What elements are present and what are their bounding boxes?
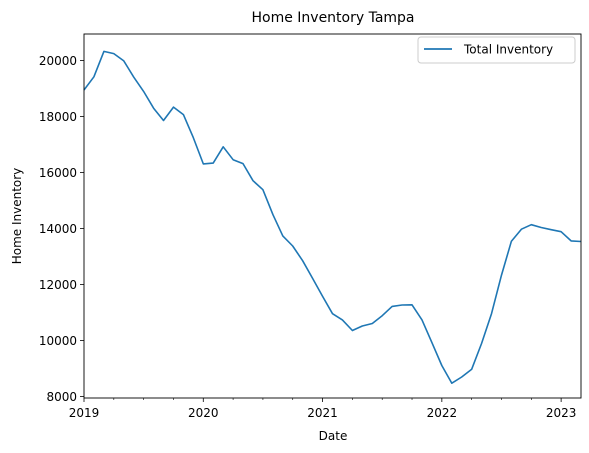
y-axis-ticks: 8000 10000 12000 14000 16000 18000 20000 — [39, 54, 84, 404]
x-tick-label: 2019 — [69, 406, 100, 420]
y-axis-label: Home Inventory — [10, 168, 24, 265]
x-axis-label: Date — [319, 429, 348, 443]
x-axis-ticks: 2019 2020 2021 2022 2023 — [69, 398, 577, 420]
y-tick-label: 8000 — [46, 390, 77, 404]
x-tick-label: 2022 — [427, 406, 458, 420]
y-tick-label: 20000 — [39, 54, 77, 68]
x-tick-label: 2021 — [307, 406, 338, 420]
y-tick-label: 18000 — [39, 110, 77, 124]
y-tick-label: 12000 — [39, 278, 77, 292]
plot-frame — [83, 33, 582, 399]
y-tick-label: 14000 — [39, 222, 77, 236]
y-tick-label: 16000 — [39, 166, 77, 180]
y-tick-label: 10000 — [39, 334, 77, 348]
legend-label-total-inventory: Total Inventory — [463, 43, 553, 57]
series-line-total-inventory — [83, 50, 582, 384]
x-tick-label: 2023 — [546, 406, 577, 420]
legend-frame — [417, 36, 576, 64]
x-tick-label: 2020 — [188, 406, 219, 420]
chart-title: Home Inventory Tampa — [251, 10, 414, 26]
legend: Total Inventory — [417, 36, 576, 64]
